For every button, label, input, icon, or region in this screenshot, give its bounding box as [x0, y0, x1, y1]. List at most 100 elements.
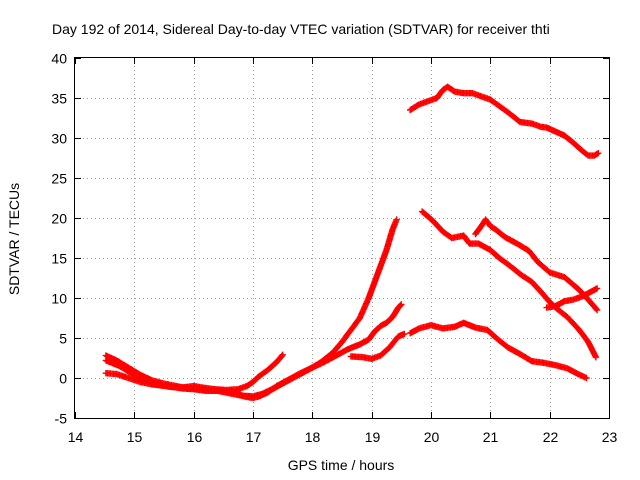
grid-lines [75, 58, 609, 418]
data-point [531, 281, 533, 283]
y-tick-label: 20 [51, 211, 67, 227]
data-series [102, 83, 602, 402]
data-point [462, 92, 465, 94]
data-point [484, 218, 487, 221]
data-point [359, 343, 361, 346]
data-point [400, 303, 403, 306]
data-point [258, 375, 260, 378]
data-point [151, 383, 153, 386]
data-point [451, 237, 453, 239]
data-point [507, 263, 509, 266]
data-point [504, 236, 507, 238]
data-point [531, 122, 533, 125]
data-point [252, 395, 254, 398]
data-point [566, 316, 569, 319]
data-point [427, 100, 429, 102]
data-point [273, 387, 275, 390]
data-point [596, 309, 598, 311]
data-point [468, 242, 471, 245]
data-point [495, 337, 498, 339]
data-point [446, 86, 449, 88]
data-point [228, 392, 231, 395]
data-point [332, 351, 334, 354]
data-point [403, 333, 406, 335]
chart-title: Day 192 of 2014, Sidereal Day-to-day VTE… [52, 21, 550, 37]
data-point [252, 381, 254, 383]
data-point [462, 234, 465, 237]
data-point [542, 362, 545, 364]
series-arc-8 [543, 285, 601, 311]
data-point [267, 369, 269, 371]
data-point [548, 271, 551, 274]
data-point [433, 221, 435, 223]
data-point [519, 121, 521, 123]
data-point [418, 103, 420, 106]
data-point [130, 372, 133, 375]
series-markers [102, 216, 400, 400]
series-markers [407, 319, 590, 382]
data-point [587, 341, 589, 343]
data-point [391, 316, 394, 319]
data-point [597, 152, 600, 154]
data-point [105, 372, 107, 375]
data-point [341, 341, 343, 343]
x-tick-label: 15 [127, 429, 143, 445]
data-point [105, 354, 107, 357]
data-point [442, 230, 444, 233]
data-point [519, 273, 521, 275]
x-tick-label: 22 [543, 429, 559, 445]
data-point [362, 356, 364, 359]
data-point [204, 390, 207, 392]
y-tick-label: 15 [51, 251, 67, 267]
data-point [442, 327, 444, 330]
data-point [471, 92, 474, 94]
data-point [181, 387, 183, 390]
data-point [566, 367, 569, 370]
data-point [409, 332, 412, 335]
data-point [308, 368, 311, 371]
x-tick-label: 19 [365, 429, 381, 445]
data-point [545, 306, 548, 309]
data-point [192, 388, 195, 391]
series-arc-6 [418, 208, 600, 361]
y-tick-label: 35 [51, 91, 67, 107]
data-point [296, 374, 299, 377]
data-point [350, 329, 352, 331]
data-point [548, 301, 551, 303]
data-point [495, 229, 498, 231]
data-point [166, 385, 168, 387]
data-point [367, 297, 370, 299]
data-point [554, 364, 557, 367]
y-tick-label: 30 [51, 131, 67, 147]
data-point [275, 361, 278, 363]
data-point [373, 330, 376, 333]
data-point [367, 338, 370, 341]
series-markers [407, 83, 602, 159]
data-point [376, 273, 379, 275]
data-point [350, 355, 352, 358]
data-point [139, 381, 142, 383]
data-point [347, 348, 349, 351]
data-point [436, 97, 438, 99]
data-point [379, 325, 382, 327]
data-point [595, 356, 597, 359]
data-point [474, 233, 477, 235]
data-point [395, 218, 398, 221]
data-point [391, 229, 394, 231]
data-point [118, 365, 121, 367]
data-point [489, 249, 492, 251]
data-point [587, 298, 589, 301]
data-point [474, 326, 477, 329]
data-point [575, 372, 578, 375]
data-point [397, 335, 400, 338]
data-point [540, 126, 542, 128]
data-point [409, 109, 412, 111]
series-arc-4 [347, 330, 408, 362]
data-point [240, 394, 242, 397]
data-point [237, 388, 239, 391]
data-point [563, 276, 566, 279]
x-tick-label: 14 [68, 429, 84, 445]
data-point [216, 390, 219, 392]
data-point [127, 377, 130, 379]
